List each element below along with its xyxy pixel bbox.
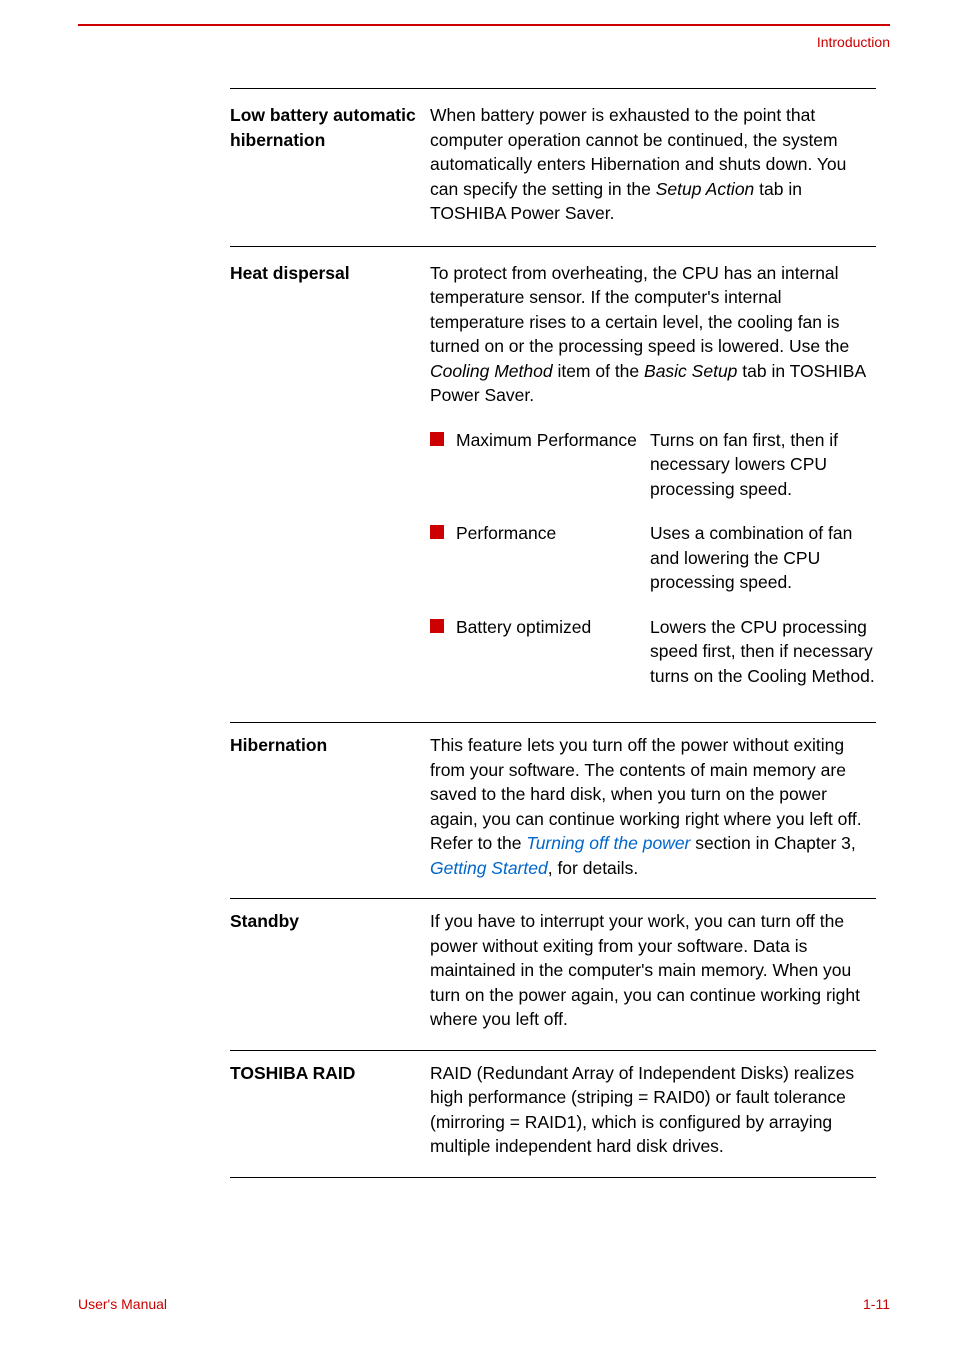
section-low-battery: Low battery automatic hibernation When b… <box>230 88 876 246</box>
desc: If you have to interrupt your work, you … <box>430 909 876 1032</box>
square-bullet-icon <box>430 619 444 633</box>
header-rule <box>78 24 890 26</box>
footer: User's Manual 1-11 <box>78 1296 890 1312</box>
desc: RAID (Redundant Array of Independent Dis… <box>430 1061 876 1159</box>
bullet-table: Maximum Performance Turns on fan first, … <box>430 422 876 703</box>
section-toshiba-raid: TOSHIBA RAID RAID (Redundant Array of In… <box>230 1050 876 1178</box>
section-standby: Standby If you have to interrupt your wo… <box>230 898 876 1050</box>
section-hibernation: Hibernation This feature lets you turn o… <box>230 722 876 898</box>
section-heat-dispersal: Heat dispersal To protect from overheati… <box>230 246 876 723</box>
term: Standby <box>230 909 430 934</box>
footer-right: 1-11 <box>863 1296 890 1312</box>
desc: To protect from overheating, the CPU has… <box>430 261 876 703</box>
square-bullet-icon <box>430 525 444 539</box>
bullet-desc: Uses a combination of fan and lowering t… <box>650 521 876 595</box>
desc: This feature lets you turn off the power… <box>430 733 876 880</box>
square-bullet-icon <box>430 432 444 446</box>
bullet-desc: Lowers the CPU processing speed first, t… <box>650 615 876 689</box>
term: Heat dispersal <box>230 261 430 286</box>
header-section-label: Introduction <box>817 34 890 50</box>
desc: When battery power is exhausted to the p… <box>430 103 876 226</box>
term: Low battery automatic hibernation <box>230 103 430 152</box>
footer-left: User's Manual <box>78 1296 167 1312</box>
term: Hibernation <box>230 733 430 758</box>
bullet-label: Battery optimized <box>456 615 591 640</box>
content-area: Low battery automatic hibernation When b… <box>230 88 876 1178</box>
bullet-label: Performance <box>456 521 556 546</box>
bullet-desc: Turns on fan first, then if necessary lo… <box>650 428 876 502</box>
bullet-label: Maximum Performance <box>456 428 637 453</box>
term: TOSHIBA RAID <box>230 1061 430 1086</box>
